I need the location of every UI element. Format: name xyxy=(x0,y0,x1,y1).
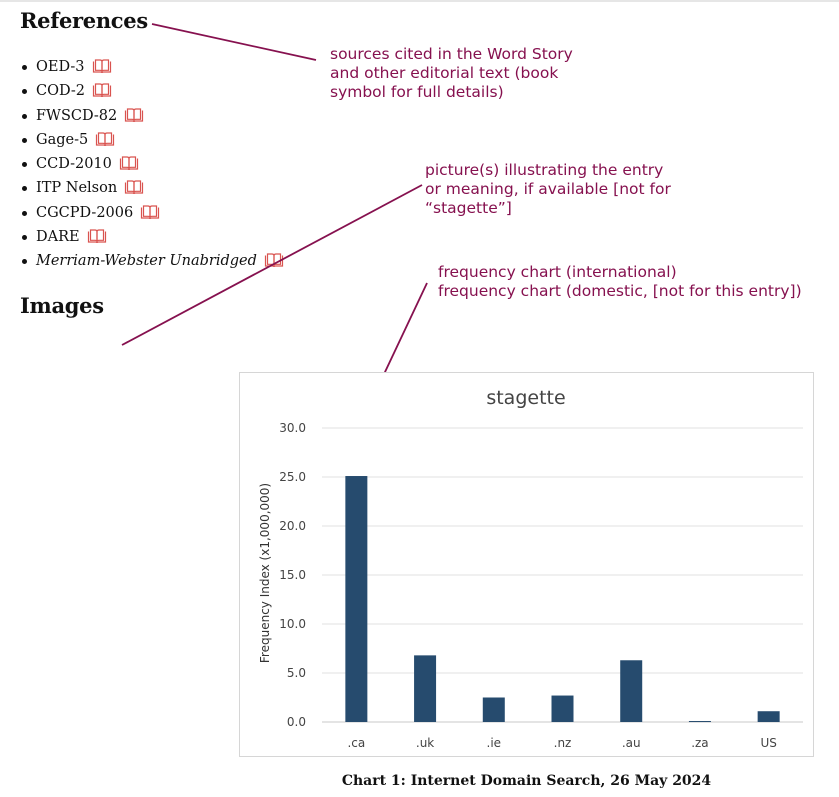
chart-bar xyxy=(620,660,643,722)
references-heading: References xyxy=(20,8,148,33)
top-border xyxy=(0,0,839,2)
chart-x-tick-label: .ca xyxy=(347,736,365,750)
reference-label: DARE xyxy=(36,229,80,246)
book-icon[interactable] xyxy=(140,205,160,226)
chart-bars xyxy=(345,476,780,723)
annotation-frequency: frequency chart (international) frequenc… xyxy=(438,263,802,300)
reference-label: Merriam-Webster Unabridged xyxy=(36,253,257,270)
reference-label: COD-2 xyxy=(36,83,86,100)
chart-caption: Chart 1: Internet Domain Search, 26 May … xyxy=(341,773,712,789)
chart-x-tick-label: .au xyxy=(622,736,641,750)
book-icon[interactable] xyxy=(92,83,112,104)
annotation-pictures: picture(s) illustrating the entry or mea… xyxy=(425,161,671,217)
chart-bar xyxy=(757,711,780,722)
reference-item: CCD-2010 xyxy=(0,154,284,178)
reference-label: CCD-2010 xyxy=(36,156,112,173)
reference-item: CGCPD-2006 xyxy=(0,203,284,227)
reference-label: FWSCD-82 xyxy=(36,107,118,124)
chart-title: stagette xyxy=(486,387,565,409)
chart-y-tick-label: 25.0 xyxy=(279,470,306,484)
chart-x-tick-label: .uk xyxy=(416,736,434,750)
book-icon[interactable] xyxy=(95,132,115,153)
book-icon[interactable] xyxy=(124,107,144,129)
reference-label: CGCPD-2006 xyxy=(36,204,134,221)
chart-y-tick-label: 0.0 xyxy=(287,715,306,729)
reference-item: ITP Nelson xyxy=(0,178,284,202)
reference-label: OED-3 xyxy=(36,59,85,75)
reference-label: Gage-5 xyxy=(36,131,89,148)
images-heading: Images xyxy=(20,293,104,318)
chart-y-tick-label: 30.0 xyxy=(279,421,306,435)
chart-gridlines xyxy=(322,427,803,723)
reference-label: ITP Nelson xyxy=(36,180,118,197)
chart-y-axis-label: Frequency Index (x1,000,000) xyxy=(258,483,272,663)
references-list: OED-3 COD-2 FWSCD-82 Gage-5 CCD-2010 ITP Nels… xyxy=(0,57,284,276)
chart-x-tick-label: US xyxy=(760,736,776,750)
chart-y-tick-label: 15.0 xyxy=(279,568,306,582)
chart-x-tick-label: .za xyxy=(691,736,708,750)
chart-y-tick-label: 20.0 xyxy=(279,519,306,533)
reference-item: Merriam-Webster Unabridged xyxy=(0,251,284,275)
chart-bar xyxy=(551,695,574,722)
chart-y-tick-label: 10.0 xyxy=(279,617,306,631)
reference-item: Gage-5 xyxy=(0,130,284,154)
chart-bar xyxy=(414,655,437,722)
frequency-chart: stagette Frequency Index (x1,000,000) 0.… xyxy=(239,372,814,757)
reference-item: FWSCD-82 xyxy=(0,106,284,130)
reference-item: COD-2 xyxy=(0,81,284,105)
book-icon[interactable] xyxy=(124,180,144,201)
book-icon[interactable] xyxy=(87,229,107,250)
annotation-line-pictures xyxy=(121,184,423,346)
reference-item: DARE xyxy=(0,227,284,251)
book-icon[interactable] xyxy=(92,59,112,80)
chart-x-tick-label: .ie xyxy=(487,736,502,750)
reference-item: OED-3 xyxy=(0,57,284,81)
chart-bar xyxy=(345,476,368,722)
book-icon[interactable] xyxy=(119,156,139,177)
chart-x-tick-label: .nz xyxy=(554,736,572,750)
annotation-line-sources xyxy=(151,23,317,61)
chart-bar xyxy=(688,721,711,723)
chart-canvas: stagette Frequency Index (x1,000,000) 0.… xyxy=(258,387,803,750)
annotation-sources: sources cited in the Word Story and othe… xyxy=(330,45,573,101)
annotation-line-frequency xyxy=(376,282,428,390)
chart-bar xyxy=(482,697,505,722)
chart-y-tick-label: 5.0 xyxy=(287,666,306,680)
chart-y-ticks: 0.0 5.0 10.0 15.0 20.0 25.0 30.0 xyxy=(279,421,306,729)
chart-x-ticks: .ca .uk .ie .nz .au .za US xyxy=(347,736,776,750)
